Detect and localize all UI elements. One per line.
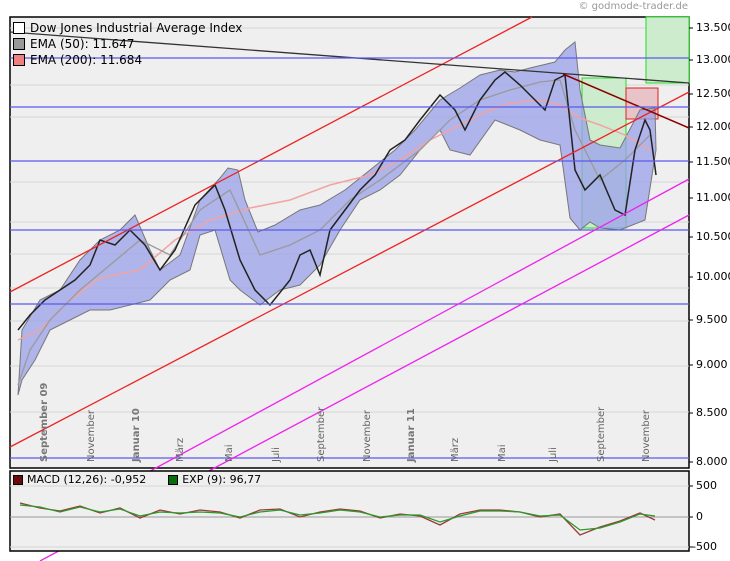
y-tick-label: 9.000 <box>696 358 728 371</box>
macd-tick-label: 500 <box>696 479 717 492</box>
y-tick-label: 8.000 <box>696 455 728 468</box>
macd-tick-label: 0 <box>696 510 703 523</box>
copyright-text: © godmode-trader.de <box>578 1 689 12</box>
x-tick-label: Juli <box>548 447 559 462</box>
y-tick-label: 8.500 <box>696 406 728 419</box>
macd-swatch-icon <box>13 474 23 485</box>
legend-item-ema50: EMA (50): 11.647 <box>13 36 242 52</box>
x-tick-label: September <box>316 406 327 462</box>
macd-legend: MACD (12,26): -0,952 EXP (9): 96,77 <box>13 473 261 486</box>
legend-item-ema200: EMA (200): 11.684 <box>13 52 242 68</box>
x-tick-label: September 09 <box>39 382 50 462</box>
ema50-swatch-icon <box>13 38 25 50</box>
x-tick-label: November <box>362 409 373 462</box>
macd-tick-label: -500 <box>692 540 717 553</box>
legend-item-exp: EXP (9): 96,77 <box>168 473 261 486</box>
y-tick-label: 10.500 <box>696 230 730 243</box>
y-tick-label: 11.000 <box>696 191 730 204</box>
x-tick-label: September <box>596 406 607 462</box>
exp-swatch-icon <box>168 474 179 485</box>
y-tick-label: 12.000 <box>696 120 730 133</box>
x-tick-label: November <box>641 409 652 462</box>
x-tick-label: Juli <box>271 447 282 462</box>
x-tick-label: Januar 11 <box>406 408 417 462</box>
y-tick-label: 10.000 <box>696 270 730 283</box>
y-tick-label: 12.500 <box>696 87 730 100</box>
y-tick-label: 13.000 <box>696 53 730 66</box>
x-tick-label: November <box>86 409 97 462</box>
legend-item-macd: MACD (12,26): -0,952 <box>13 473 146 486</box>
y-tick-label: 9.500 <box>696 313 728 326</box>
y-tick-label: 11.500 <box>696 155 730 168</box>
x-tick-label: Januar 10 <box>131 408 142 462</box>
chart-legend: Dow Jones Industrial Average Index EMA (… <box>13 20 242 68</box>
x-tick-label: März <box>450 437 461 462</box>
x-tick-label: März <box>175 437 186 462</box>
y-tick-label: 13.500 <box>696 21 730 34</box>
x-tick-label: Mai <box>497 444 508 462</box>
x-tick-label: Mai <box>224 444 235 462</box>
legend-item-dow: Dow Jones Industrial Average Index <box>13 20 242 36</box>
ema200-swatch-icon <box>13 54 25 66</box>
dow-swatch-icon <box>13 22 25 34</box>
